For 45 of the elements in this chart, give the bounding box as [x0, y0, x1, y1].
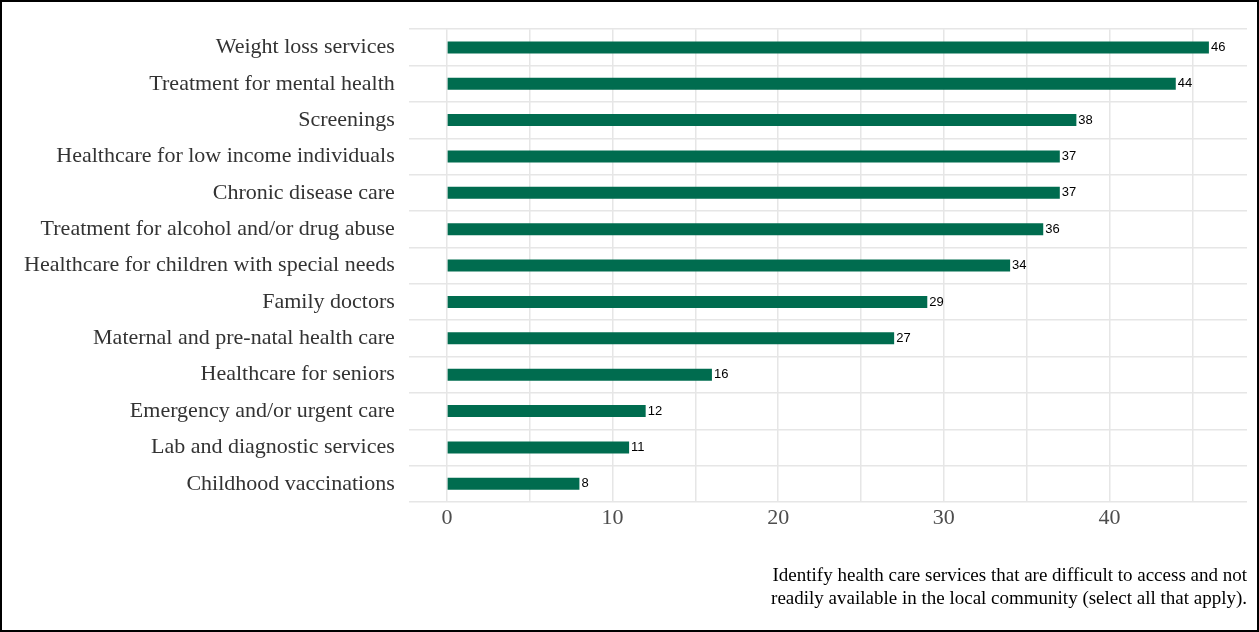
- data-label: 29: [929, 293, 944, 309]
- data-label: 36: [1045, 220, 1060, 236]
- x-tick-label: 0: [441, 503, 453, 529]
- bar: [447, 332, 895, 345]
- y-tick-label: Healthcare for children with special needs: [24, 251, 395, 277]
- bar: [447, 223, 1044, 236]
- y-tick-label: Treatment for mental health: [149, 69, 395, 95]
- bar: [447, 441, 630, 454]
- y-tick-label: Weight loss services: [215, 33, 395, 59]
- data-label: 38: [1078, 111, 1093, 127]
- data-label: 12: [647, 402, 663, 418]
- y-tick-label: Screenings: [298, 105, 395, 131]
- bar: [447, 405, 646, 418]
- data-label: 34: [1012, 257, 1027, 273]
- bar: [447, 295, 928, 308]
- y-tick-label: Healthcare for seniors: [200, 360, 395, 386]
- bar: [447, 41, 1209, 54]
- data-label: 16: [713, 366, 729, 382]
- y-tick-label: Emergency and/or urgent care: [129, 396, 395, 422]
- data-label: 37: [1061, 148, 1077, 164]
- y-tick-label: Maternal and pre-natal health care: [93, 324, 395, 350]
- x-tick-label: 10: [601, 503, 624, 529]
- y-tick-label: Lab and diagnostic services: [151, 433, 395, 459]
- bar: [447, 186, 1060, 199]
- y-tick-label: Family doctors: [262, 287, 395, 313]
- bar: [447, 259, 1011, 272]
- data-label: 27: [896, 329, 911, 345]
- data-label: 44: [1177, 75, 1193, 91]
- bar: [447, 150, 1060, 163]
- y-tick-label: Childhood vaccinations: [186, 469, 395, 495]
- bar: [447, 477, 580, 490]
- data-label: 46: [1210, 38, 1226, 54]
- data-label: 8: [581, 475, 589, 491]
- bar: [447, 114, 1077, 127]
- y-tick-label: Treatment for alcohol and/or drug abuse: [40, 215, 395, 241]
- x-tick-label: 40: [1098, 503, 1121, 529]
- y-tick-label: Healthcare for low income individuals: [56, 142, 395, 168]
- data-label: 37: [1061, 184, 1077, 200]
- x-tick-label: 20: [767, 503, 790, 529]
- bar: [447, 77, 1176, 90]
- y-tick-label: Chronic disease care: [212, 178, 395, 204]
- bar: [447, 368, 712, 381]
- x-tick-label: 30: [932, 503, 955, 529]
- x-axis-title: Identify health care services that are difficult to access and not readily available in the local community (select all that apply).: [771, 563, 1248, 609]
- data-label: 11: [631, 439, 645, 455]
